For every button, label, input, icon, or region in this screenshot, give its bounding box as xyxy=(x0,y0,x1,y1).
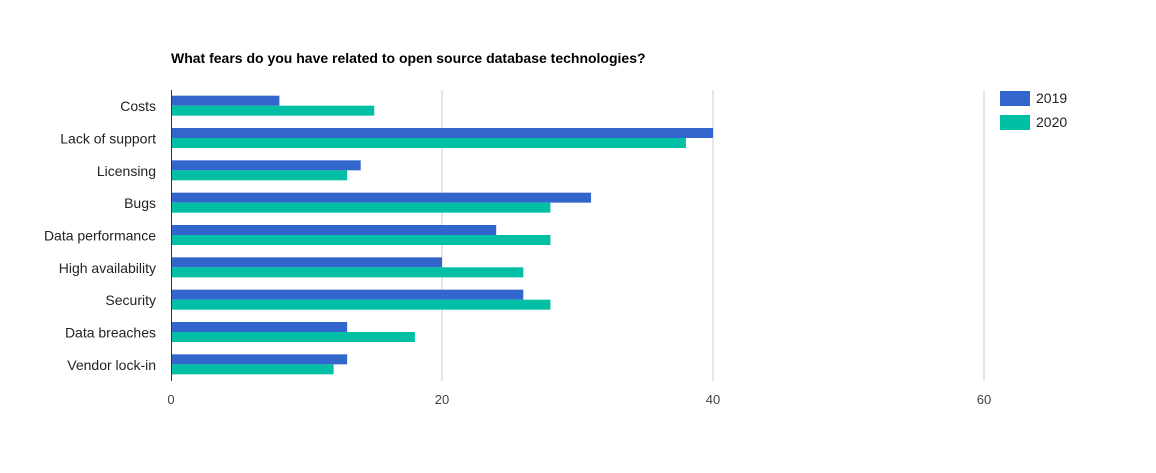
category-label: Bugs xyxy=(124,195,156,211)
bar-2019[interactable] xyxy=(171,322,348,332)
legend-label-2020: 2020 xyxy=(1036,114,1068,130)
bar-2019[interactable] xyxy=(171,192,592,203)
bar-2019[interactable] xyxy=(171,289,524,300)
chart-title: What fears do you have related to open s… xyxy=(171,50,646,66)
x-tick-label: 40 xyxy=(706,392,720,407)
bar-2020[interactable] xyxy=(171,299,551,310)
legend-swatch-2019 xyxy=(1000,90,1030,106)
bar-2020[interactable] xyxy=(171,235,551,245)
legend-label-2019: 2019 xyxy=(1036,90,1068,106)
bar-2020[interactable] xyxy=(171,364,334,375)
category-label: Data breaches xyxy=(65,325,156,341)
bar-2020[interactable] xyxy=(171,267,524,278)
category-label: Vendor lock-in xyxy=(67,357,156,373)
legend-item-2019[interactable]: 2019 xyxy=(1000,90,1067,106)
bar-2019[interactable] xyxy=(171,225,497,235)
bar-2020[interactable] xyxy=(171,105,375,116)
bar-2020[interactable] xyxy=(171,138,686,148)
legend: 2019 2020 xyxy=(1000,90,1067,138)
bar-2020[interactable] xyxy=(171,332,415,342)
x-tick-label: 20 xyxy=(435,392,449,407)
category-label: Lack of support xyxy=(60,131,156,147)
category-label: Licensing xyxy=(97,163,156,179)
category-label: Costs xyxy=(120,98,156,114)
x-tick-label: 0 xyxy=(167,392,174,407)
tick-labels: 0 20 40 60 xyxy=(167,392,991,407)
legend-item-2020[interactable]: 2020 xyxy=(1000,114,1067,130)
x-tick-label: 60 xyxy=(977,392,991,407)
bar-2019[interactable] xyxy=(171,95,280,106)
legend-swatch-2020 xyxy=(1000,114,1030,130)
bar-2019[interactable] xyxy=(171,128,713,138)
category-label: High availability xyxy=(59,260,156,276)
bar-2020[interactable] xyxy=(171,170,348,181)
category-labels: Costs Lack of support Licensing Bugs Data pe… xyxy=(44,98,156,373)
bar-2019[interactable] xyxy=(171,257,442,268)
bars xyxy=(171,95,713,375)
category-label: Data performance xyxy=(44,228,156,244)
bar-2019[interactable] xyxy=(171,160,361,171)
bar-2019[interactable] xyxy=(171,354,348,365)
bar-2020[interactable] xyxy=(171,202,551,213)
category-label: Security xyxy=(105,292,156,308)
